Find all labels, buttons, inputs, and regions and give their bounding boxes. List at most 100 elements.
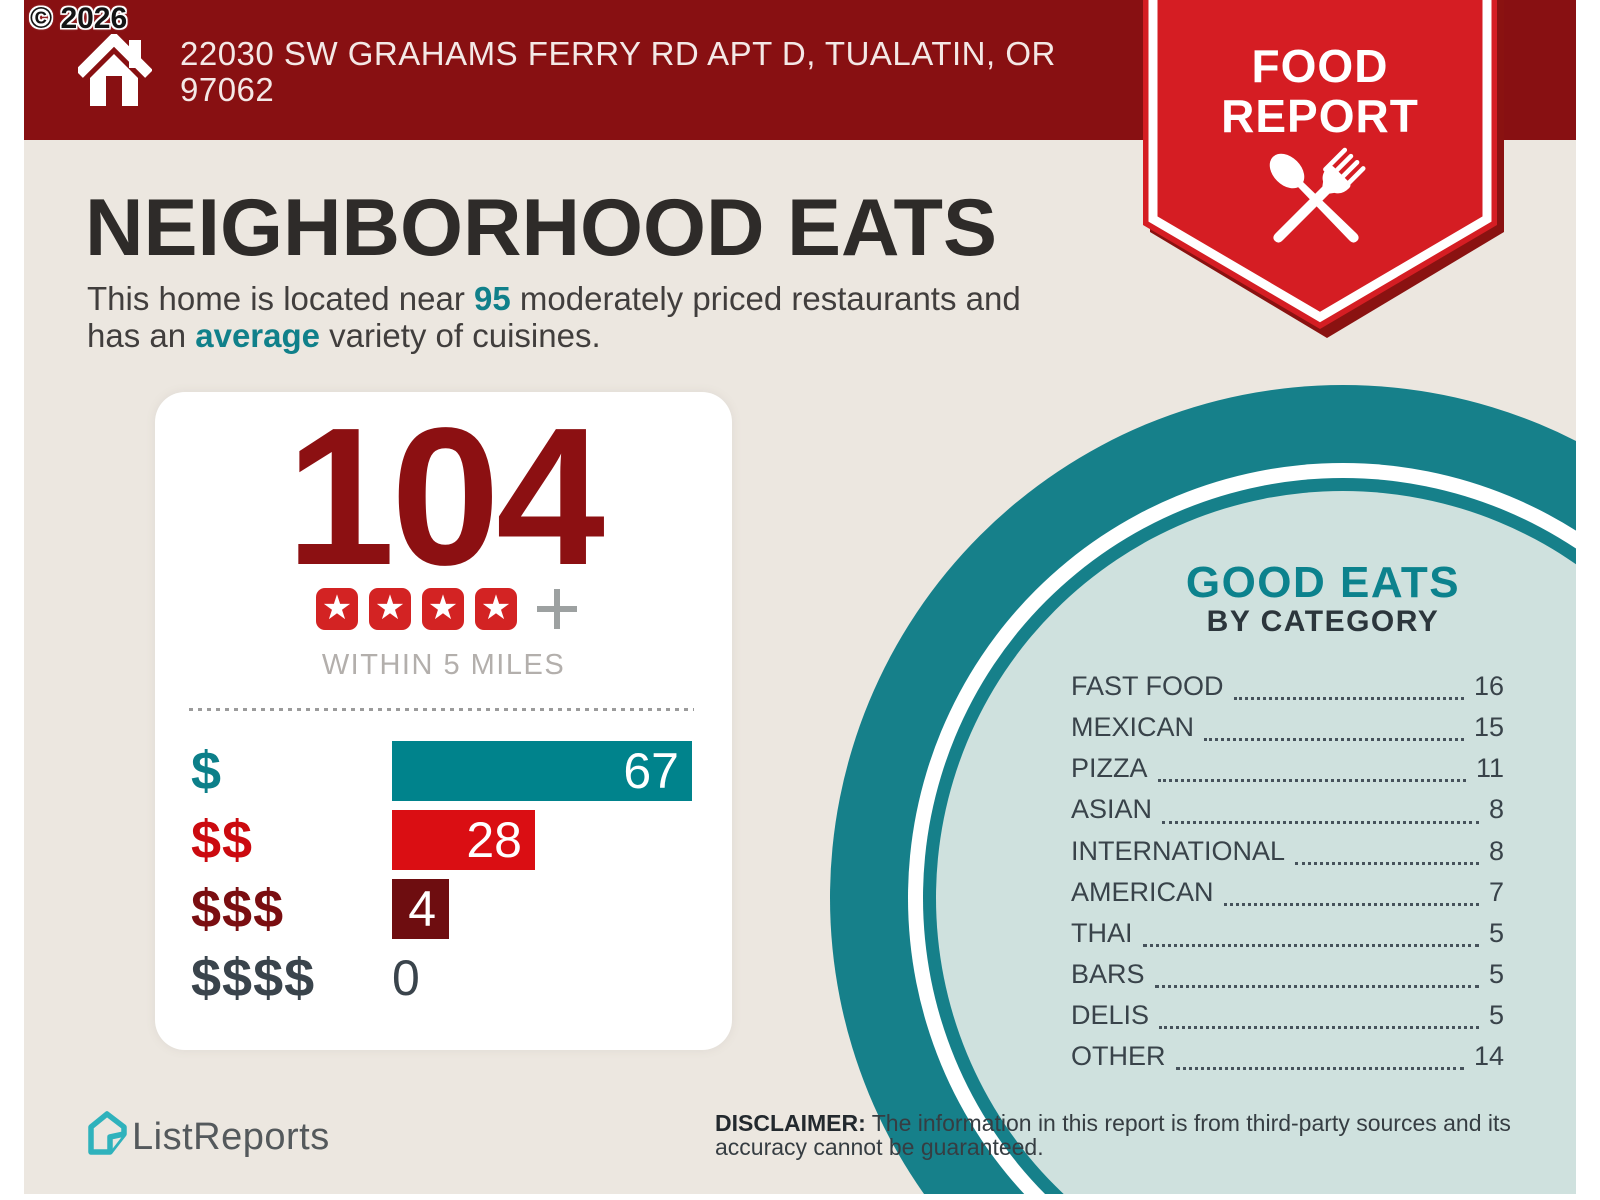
star-glyph: ★ (374, 588, 406, 628)
good-eats-title: GOOD EATS (1185, 558, 1461, 607)
category-value: 8 (1488, 835, 1504, 866)
property-address: 22030 SW GRAHAMS FERRY RD APT D, TUALATI… (180, 36, 1080, 108)
category-row: MEXICAN 15 (1071, 712, 1504, 753)
price-row: $$$$ 0 (155, 948, 732, 1008)
ribbon-shape (1143, 0, 1497, 329)
price-bar: 28 (392, 810, 535, 870)
price-bar-value: 28 (466, 812, 522, 868)
dotted-divider (189, 708, 694, 711)
category-label: AMERICAN (1071, 876, 1214, 907)
price-tier-label: $$$ (191, 879, 285, 939)
ribbon-line1: FOOD (1252, 40, 1389, 92)
dotted-leader (1154, 985, 1479, 989)
category-row: AMERICAN 7 (1071, 877, 1504, 918)
logo-page-fold (107, 1131, 125, 1152)
category-label: OTHER (1071, 1041, 1166, 1072)
category-value: 15 (1473, 712, 1504, 743)
dotted-leader (1233, 697, 1464, 701)
address-line1: 22030 SW GRAHAMS FERRY RD APT D, TUALATI… (180, 35, 1056, 72)
dotted-leader (1159, 1026, 1479, 1030)
category-label: ASIAN (1071, 794, 1153, 825)
category-label: INTERNATIONAL (1071, 835, 1286, 866)
intro-count: 95 (474, 280, 511, 317)
category-row: PIZZA 11 (1071, 753, 1504, 794)
category-value: 5 (1488, 958, 1504, 989)
category-value: 5 (1488, 917, 1504, 948)
star-glyph: ★ (427, 588, 459, 628)
intro-paragraph: This home is located near 95 moderately … (87, 280, 1187, 354)
rating-stars: ★ ★ ★ ★ (155, 588, 732, 630)
price-bar-value: 67 (623, 743, 679, 799)
price-bar-value: 0 (392, 950, 420, 1006)
star-icon: ★ (316, 588, 358, 630)
listreports-logo-icon (88, 1111, 127, 1155)
category-row: DELIS 5 (1071, 1000, 1504, 1041)
category-row: BARS 5 (1071, 959, 1504, 1000)
star-icon: ★ (369, 588, 411, 630)
ribbon-inner-border (1148, 0, 1492, 323)
category-value: 16 (1473, 671, 1504, 701)
dotted-leader (1295, 861, 1479, 865)
intro-post: variety of cuisines. (320, 317, 601, 354)
category-row: THAI 5 (1071, 918, 1504, 959)
dotted-leader (1204, 738, 1464, 742)
dotted-leader (1157, 779, 1466, 783)
price-bar: 4 (392, 879, 449, 939)
category-row: ASIAN 8 (1071, 794, 1504, 835)
disclaimer-text: The information in this report is from t… (715, 1110, 1511, 1160)
spoon-fork-crossed-icon (1269, 147, 1366, 243)
dotted-leader (1175, 1067, 1464, 1071)
page-title: NEIGHBORHOOD EATS (85, 183, 998, 273)
house-body (90, 54, 138, 106)
copyright-watermark: © 2026 (30, 2, 128, 35)
category-label: MEXICAN (1071, 712, 1195, 743)
house-icon (78, 34, 152, 106)
category-label: DELIS (1071, 1000, 1150, 1031)
category-row: INTERNATIONAL 8 (1071, 836, 1504, 877)
star-glyph: ★ (321, 588, 353, 628)
good-eats-subtitle: BY CATEGORY (1206, 605, 1440, 638)
category-label: PIZZA (1071, 753, 1148, 784)
dotted-leader (1162, 820, 1479, 824)
price-bar-chart: $ 67 $$ 28 $$$ 4 $$$$ 0 (155, 741, 732, 1017)
house-roof (78, 34, 152, 78)
intro-mid1: moderately priced restaurants and (510, 280, 1021, 317)
fork-icon (1273, 147, 1366, 243)
ribbon-line2: REPORT (1221, 90, 1419, 142)
total-restaurants: 104 (285, 387, 605, 606)
spoon-icon (1269, 153, 1359, 243)
stats-card: 104 ★ ★ ★ ★ WITHIN 5 MILES $ 67 $$ 28 (155, 392, 732, 1050)
category-value: 5 (1488, 1000, 1504, 1031)
category-value: 11 (1475, 753, 1504, 784)
price-tier-label: $$$$ (191, 948, 316, 1008)
price-tier-label: $$ (191, 810, 254, 870)
price-row: $$ 28 (155, 810, 732, 870)
category-value: 14 (1473, 1041, 1504, 1072)
price-row: $$$ 4 (155, 879, 732, 939)
dotted-leader (1223, 902, 1479, 906)
dotted-leader (1142, 943, 1479, 947)
category-value: 7 (1488, 876, 1504, 907)
category-list: FAST FOOD 16 MEXICAN 15 PIZZA 11 ASIAN 8 INT… (1071, 671, 1504, 1082)
star-icon: ★ (422, 588, 464, 630)
price-bar: 67 (392, 741, 692, 801)
category-row: FAST FOOD 16 (1071, 671, 1504, 712)
category-label: THAI (1071, 917, 1133, 948)
intro-mid2: has an (87, 317, 196, 354)
category-label: FAST FOOD (1071, 671, 1224, 701)
intro-pre: This home is located near (87, 280, 475, 317)
intro-highlight: average (195, 317, 321, 354)
address-line2: 97062 (180, 71, 275, 108)
radius-label: WITHIN 5 MILES (321, 649, 566, 681)
star-icon: ★ (475, 588, 517, 630)
plus-icon (536, 588, 577, 630)
food-report-ribbon: FOOD REPORT (1143, 0, 1504, 338)
report-panel: © 2026 22030 SW GRAHAMS FERRY RD APT D, … (24, 0, 1576, 1194)
price-row: $ 67 (155, 741, 732, 801)
listreports-brand: ListReports (132, 1116, 330, 1158)
price-bar-value: 4 (408, 881, 436, 937)
category-label: BARS (1071, 958, 1145, 989)
category-row: OTHER 14 (1071, 1041, 1504, 1082)
star-glyph: ★ (480, 588, 512, 628)
